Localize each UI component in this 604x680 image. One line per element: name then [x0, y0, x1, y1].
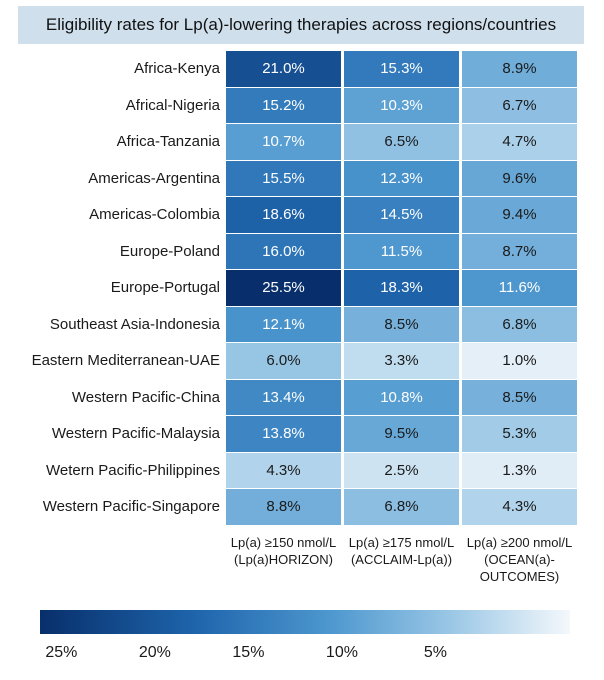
- heatmap-cell: 15.3%: [344, 51, 459, 87]
- heatmap-cell: 6.8%: [462, 306, 577, 342]
- row-label: Southeast Asia-Indonesia: [49, 315, 220, 333]
- row-label: Americas-Argentina: [88, 169, 220, 187]
- heatmap-cell: 8.5%: [462, 379, 577, 415]
- row-label: Eastern Mediterranean-UAE: [31, 352, 220, 369]
- heatmap-cell: 18.6%: [226, 197, 341, 233]
- column-label-line: OUTCOMES): [479, 568, 560, 584]
- color-scale-bar: [40, 610, 570, 634]
- row-label: Africa-Tanzania: [116, 133, 220, 150]
- row-label: Africa-Kenya: [134, 60, 220, 77]
- heatmap-cell: 21.0%: [226, 51, 341, 87]
- heatmap-cell: 6.0%: [226, 343, 341, 379]
- row-label: Americas-Colombia: [89, 206, 220, 223]
- column-label: Lp(a) ≥175 nmol/L (ACCLAIM-Lp(a)): [338, 534, 466, 568]
- heatmap-cell: 1.3%: [462, 452, 577, 488]
- heatmap-cell: 8.8%: [226, 489, 341, 525]
- heatmap-cell: 9.4%: [462, 197, 577, 233]
- heatmap-cell: 18.3%: [344, 270, 459, 306]
- heatmap-cell: 10.3%: [344, 87, 459, 123]
- heatmap-cell: 8.9%: [462, 51, 577, 87]
- heatmap-cell: 4.7%: [462, 124, 577, 160]
- row-label: Wetern Pacific-Philippines: [46, 461, 220, 479]
- heatmap-cell: 8.5%: [344, 306, 459, 342]
- row-label: Africal-Nigeria: [125, 96, 220, 114]
- row-label: Europe-Portugal: [110, 279, 220, 296]
- heatmap-cell: 4.3%: [226, 452, 341, 488]
- heatmap-cell: 8.7%: [462, 233, 577, 269]
- color-scale-tick: 10%: [325, 644, 358, 661]
- heatmap-cell: 15.2%: [226, 87, 341, 123]
- heatmap-cell: 9.6%: [462, 160, 577, 196]
- chart-title-bar: Eligibility rates for Lp(a)-lowering the…: [18, 6, 584, 44]
- heatmap-cell: 11.5%: [344, 233, 459, 269]
- heatmap-cell: 10.7%: [226, 124, 341, 160]
- color-scale-tick: 15%: [232, 644, 265, 661]
- heatmap-cell: 6.5%: [344, 124, 459, 160]
- row-label: Western Pacific-Malaysia: [51, 425, 220, 442]
- heatmap-cell: 9.5%: [344, 416, 459, 452]
- heatmap-cell: 1.0%: [462, 343, 577, 379]
- heatmap-cell: 4.3%: [462, 489, 577, 525]
- heatmap-cell: 13.8%: [226, 416, 341, 452]
- color-scale-tick: 20%: [138, 644, 171, 661]
- row-label: Europe-Poland: [119, 242, 220, 260]
- heatmap-cell: 25.5%: [226, 270, 341, 306]
- heatmap-cell: 14.5%: [344, 197, 459, 233]
- heatmap-cell: 6.8%: [344, 489, 459, 525]
- column-label: Lp(a) ≥200 nmol/L (OCEAN(a)- OUTCOMES): [456, 534, 584, 585]
- heatmap-cell: 3.3%: [344, 343, 459, 379]
- heatmap-cell: 2.5%: [344, 452, 459, 488]
- column-label-line: Lp(a) ≥175 nmol/L: [348, 534, 455, 550]
- heatmap-cell: 5.3%: [462, 416, 577, 452]
- color-scale-tick: 5%: [423, 644, 448, 661]
- heatmap-cell: 6.7%: [462, 87, 577, 123]
- column-label: Lp(a) ≥150 nmol/L (Lp(a)HORIZON): [220, 534, 348, 568]
- heatmap-cell: 10.8%: [344, 379, 459, 415]
- heatmap-cell: 15.5%: [226, 160, 341, 196]
- column-label-line: (ACCLAIM-Lp(a)): [350, 551, 453, 567]
- row-label: Western Pacific-China: [71, 388, 220, 406]
- column-label-line: Lp(a) ≥200 nmol/L: [466, 534, 573, 550]
- heatmap-cell: 11.6%: [462, 270, 577, 306]
- column-label-line: Lp(a) ≥150 nmol/L: [230, 534, 337, 550]
- column-label-line: (Lp(a)HORIZON): [234, 551, 333, 567]
- heatmap-cell: 12.3%: [344, 160, 459, 196]
- heatmap-cell: 16.0%: [226, 233, 341, 269]
- heatmap-cell: 12.1%: [226, 306, 341, 342]
- chart-title: Eligibility rates for Lp(a)-lowering the…: [45, 15, 557, 34]
- row-label: Western Pacific-Singapore: [42, 498, 220, 515]
- heatmap-cell: 13.4%: [226, 379, 341, 415]
- color-scale-tick: 25%: [45, 644, 78, 661]
- column-label-line: (OCEAN(a)-: [484, 551, 555, 567]
